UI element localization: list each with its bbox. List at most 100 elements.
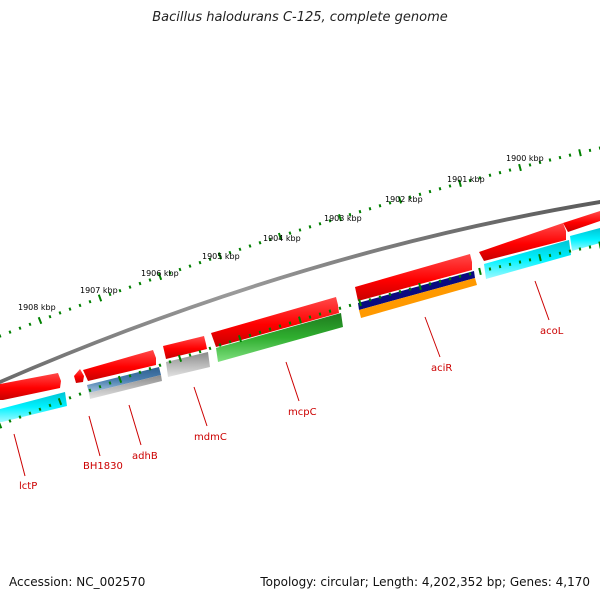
minor-tick — [68, 307, 72, 311]
minor-tick — [578, 247, 582, 251]
minor-tick — [498, 170, 502, 175]
minor-tick — [568, 249, 572, 253]
minor-tick — [348, 212, 352, 217]
minor-tick — [448, 184, 452, 188]
minor-tick — [338, 306, 342, 310]
minor-tick — [58, 311, 62, 315]
minor-tick — [438, 187, 442, 191]
minor-tick — [128, 285, 132, 289]
major-tick — [37, 316, 43, 325]
gene-bar — [358, 271, 475, 310]
gene-bar — [484, 240, 571, 279]
kbp-label: 1904 kbp — [263, 234, 301, 243]
minor-tick — [358, 209, 362, 214]
minor-tick — [508, 168, 512, 172]
minor-tick — [378, 204, 382, 208]
minor-tick — [8, 419, 12, 423]
minor-tick — [108, 381, 112, 385]
minor-tick — [308, 225, 312, 229]
major-tick — [97, 294, 103, 302]
minor-tick — [438, 279, 442, 283]
minor-tick — [368, 207, 372, 211]
gene-arrow — [83, 350, 156, 381]
minor-tick — [548, 158, 552, 162]
kbp-label: 1903 kbp — [324, 214, 362, 223]
minor-tick — [378, 295, 382, 299]
minor-tick — [328, 219, 332, 223]
minor-tick — [368, 298, 372, 302]
gene-label-mcpC: mcpC — [288, 407, 317, 418]
forward-strand-genes — [0, 211, 600, 400]
minor-tick — [78, 392, 82, 396]
major-tick — [358, 298, 362, 307]
minor-tick — [388, 201, 392, 205]
minor-tick — [318, 312, 322, 316]
major-tick — [518, 163, 522, 172]
minor-tick — [258, 330, 262, 334]
minor-tick — [518, 260, 522, 264]
minor-tick — [248, 333, 252, 338]
minor-tick — [238, 247, 242, 252]
kbp-labels: 1900 kbp 1901 kbp 1902 kbp 1903 kbp 1904… — [18, 154, 544, 312]
minor-tick — [348, 303, 352, 308]
major-tick — [578, 149, 582, 157]
gene-arrow — [563, 211, 600, 232]
minor-tick — [588, 245, 592, 249]
gene-label-acoL: acoL — [540, 326, 564, 337]
gene-bar — [0, 392, 67, 422]
minor-tick — [488, 267, 492, 271]
minor-tick — [478, 176, 482, 180]
minor-tick — [138, 281, 142, 286]
callout-line — [88, 415, 101, 457]
minor-tick — [188, 264, 192, 268]
minor-tick — [268, 327, 272, 331]
minor-tick — [268, 237, 272, 242]
major-tick — [177, 354, 183, 363]
gene-arrow — [74, 369, 84, 383]
major-tick — [298, 316, 302, 324]
minor-tick — [468, 272, 472, 276]
minor-tick — [508, 262, 512, 267]
minor-tick — [148, 278, 152, 282]
minor-tick — [528, 163, 532, 167]
major-tick — [398, 196, 402, 204]
minor-tick — [218, 343, 222, 347]
minor-tick — [538, 160, 542, 165]
gene-label-adhB: adhB — [132, 451, 158, 462]
minor-tick — [188, 353, 192, 357]
minor-tick — [278, 324, 282, 328]
gene-arrow — [479, 223, 566, 261]
major-tick — [538, 253, 542, 262]
minor-tick — [288, 231, 292, 235]
minor-tick — [78, 303, 82, 308]
minor-tick — [118, 288, 122, 293]
callout-line — [424, 316, 441, 358]
outer-tick-ring — [0, 146, 600, 338]
accession-line: Accession: NC_002570 — [9, 575, 145, 589]
minor-tick — [108, 292, 112, 297]
callout-line — [534, 280, 550, 321]
accession-number: NC_002570 — [76, 575, 146, 589]
genome-summary: Topology: circular; Length: 4,202,352 bp… — [260, 575, 590, 589]
minor-tick — [0, 334, 2, 338]
minor-tick — [18, 415, 22, 419]
minor-tick — [318, 222, 322, 226]
minor-tick — [8, 330, 12, 334]
callout-line — [285, 361, 300, 402]
minor-tick — [568, 153, 572, 157]
kbp-label: 1901 kbp — [447, 175, 485, 184]
minor-tick — [498, 264, 502, 269]
major-tick — [277, 232, 283, 241]
gene-bar — [166, 352, 210, 377]
minor-tick — [138, 370, 142, 375]
minor-tick — [418, 192, 422, 197]
minor-tick — [178, 267, 182, 272]
major-tick — [0, 422, 3, 429]
minor-tick — [458, 274, 462, 278]
minor-tick — [38, 407, 42, 412]
minor-tick — [448, 277, 452, 281]
major-tick — [57, 397, 63, 406]
callout-line — [13, 433, 26, 477]
